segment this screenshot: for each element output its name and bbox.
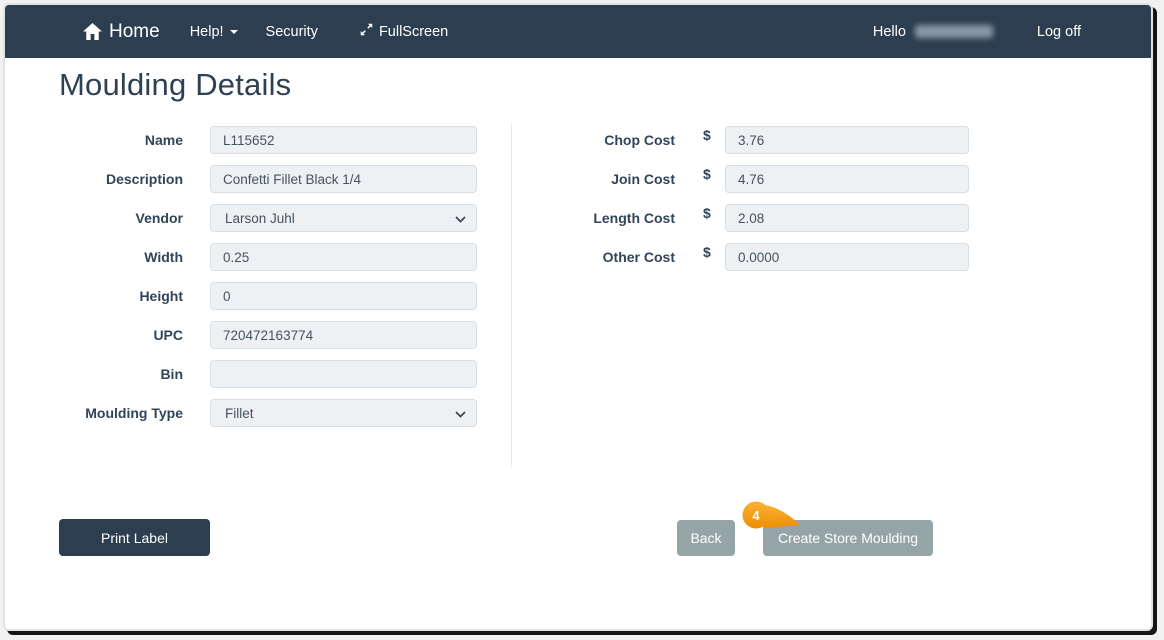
nav-fullscreen-link[interactable]: FullScreen xyxy=(346,23,462,40)
user-greeting[interactable]: Hello xyxy=(873,24,993,40)
logoff-link[interactable]: Log off xyxy=(1037,24,1081,40)
nav-home-link[interactable]: Home xyxy=(83,21,160,43)
nav-help-label: Help! xyxy=(189,23,224,40)
other-cost-input[interactable] xyxy=(725,243,969,271)
form-row-other-cost: Other Cost $ xyxy=(561,243,969,271)
print-label-button[interactable]: Print Label xyxy=(59,519,210,556)
bin-label: Bin xyxy=(160,366,183,382)
form-row-join-cost: Join Cost $ xyxy=(561,165,969,193)
height-label: Height xyxy=(139,288,183,304)
nav-fullscreen-label: FullScreen xyxy=(378,23,449,40)
chevron-down-icon xyxy=(455,211,466,226)
other-cost-label: Other Cost xyxy=(602,249,675,265)
join-cost-label: Join Cost xyxy=(611,171,675,187)
nav-home-label: Home xyxy=(109,20,160,42)
join-cost-input[interactable] xyxy=(725,165,969,193)
nav-links: Help! Security FullScreen xyxy=(176,23,463,40)
width-input[interactable] xyxy=(210,243,477,271)
form-row-width: Width xyxy=(59,243,477,271)
nav-right: Hello Log off xyxy=(873,24,1081,40)
create-store-moulding-button[interactable]: Create Store Moulding xyxy=(763,520,933,556)
description-input[interactable] xyxy=(210,165,477,193)
top-navbar: Home Help! Security FullScreen xyxy=(5,5,1151,58)
chop-cost-label: Chop Cost xyxy=(604,132,675,148)
form-row-chop-cost: Chop Cost $ xyxy=(561,126,969,154)
nav-help-menu[interactable]: Help! xyxy=(176,24,252,40)
vendor-select[interactable]: Larson Juhl xyxy=(210,204,477,232)
column-divider xyxy=(511,123,512,467)
vendor-selected-value: Larson Juhl xyxy=(225,210,295,226)
form-row-moulding-type: Moulding Type Fillet xyxy=(59,399,477,427)
moulding-type-label: Moulding Type xyxy=(85,405,183,421)
dollar-sign: $ xyxy=(703,205,711,221)
back-button[interactable]: Back xyxy=(677,520,735,556)
form-row-height: Height xyxy=(59,282,477,310)
username-blurred xyxy=(914,25,993,38)
form-row-length-cost: Length Cost $ xyxy=(561,204,969,232)
name-label: Name xyxy=(144,132,183,148)
chevron-down-icon xyxy=(455,406,466,421)
dollar-sign: $ xyxy=(703,244,711,260)
greeting-label: Hello xyxy=(872,23,906,40)
height-input[interactable] xyxy=(210,282,477,310)
form-row-name: Name xyxy=(59,126,477,154)
app-window: Home Help! Security FullScreen xyxy=(3,3,1153,631)
form-left-column: Name Description Vendor Larson Juhl Widt… xyxy=(59,126,477,438)
length-cost-input[interactable] xyxy=(725,204,969,232)
nav-security-label: Security xyxy=(265,23,318,40)
dollar-sign: $ xyxy=(703,127,711,143)
moulding-type-selected-value: Fillet xyxy=(225,405,254,421)
fullscreen-icon xyxy=(360,23,373,40)
vendor-label: Vendor xyxy=(135,210,183,226)
nav-security-link[interactable]: Security xyxy=(252,24,332,40)
upc-label: UPC xyxy=(153,327,183,343)
form-right-column: Chop Cost $ Join Cost $ Length Cost $ Ot… xyxy=(561,126,969,282)
moulding-type-select[interactable]: Fillet xyxy=(210,399,477,427)
dollar-sign: $ xyxy=(703,166,711,182)
chevron-down-icon xyxy=(229,29,238,34)
step-number: 4 xyxy=(752,508,760,523)
upc-input[interactable] xyxy=(210,321,477,349)
width-label: Width xyxy=(144,249,183,265)
form-row-upc: UPC xyxy=(59,321,477,349)
length-cost-label: Length Cost xyxy=(593,210,675,226)
bin-input[interactable] xyxy=(210,360,477,388)
chop-cost-input[interactable] xyxy=(725,126,969,154)
home-icon xyxy=(83,23,102,40)
form-row-vendor: Vendor Larson Juhl xyxy=(59,204,477,232)
form-row-description: Description xyxy=(59,165,477,193)
page-title: Moulding Details xyxy=(59,67,292,102)
description-label: Description xyxy=(105,171,183,187)
form-row-bin: Bin xyxy=(59,360,477,388)
name-input[interactable] xyxy=(210,126,477,154)
logoff-label: Log off xyxy=(1036,23,1081,40)
